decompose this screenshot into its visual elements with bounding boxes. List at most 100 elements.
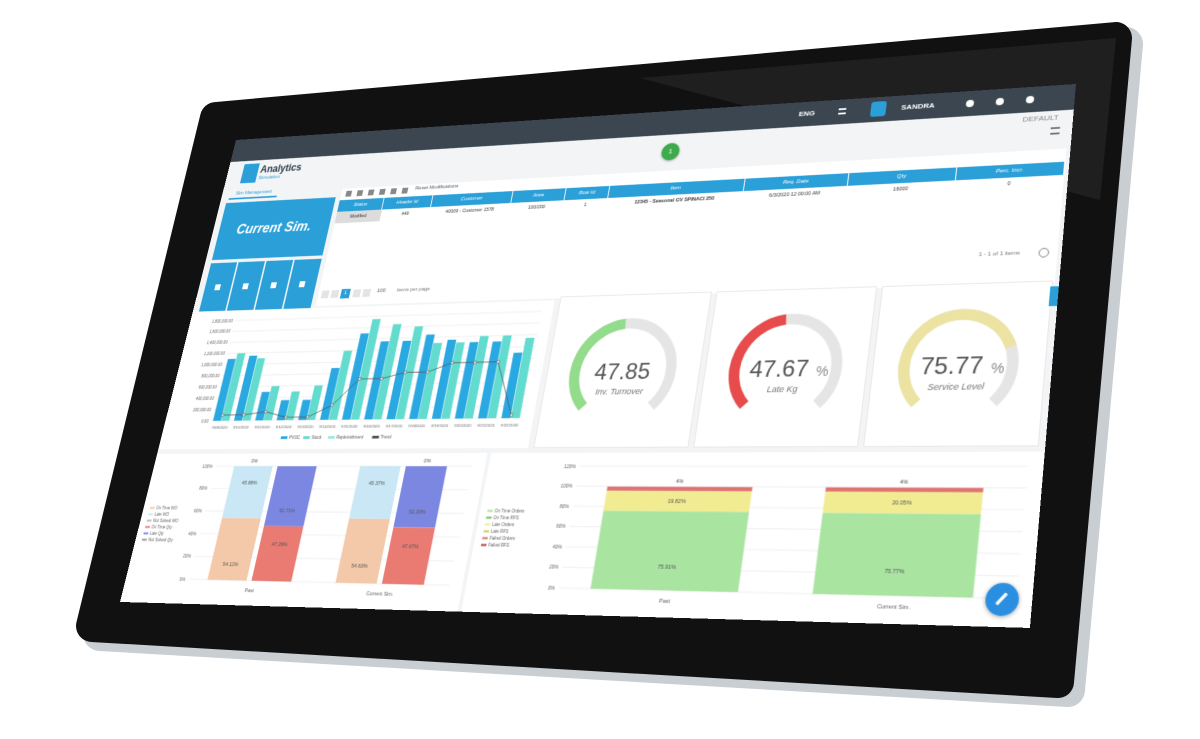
app-subtitle: Simulation bbox=[257, 174, 281, 181]
grid-line bbox=[233, 323, 541, 331]
x-tick-label: Past bbox=[244, 587, 256, 594]
value-label: 4% bbox=[676, 478, 685, 485]
stacked-bar-chart: 0% 20% 40% 60% 80% 100% Past 54.12% 45.88% 0% 47.2… bbox=[141, 458, 488, 597]
value-label: 45.88% bbox=[241, 480, 258, 486]
y-tick-label: 40% bbox=[552, 544, 563, 549]
legend-label: Not Solved Qty bbox=[148, 538, 174, 543]
screen: ENG SANDRA DEFAULT Analytics Simulation Sim M… bbox=[119, 83, 1076, 628]
avatar[interactable] bbox=[869, 100, 888, 117]
legend-label: Failed RFS bbox=[488, 543, 511, 549]
legend-swatch bbox=[143, 532, 149, 535]
value-label: 4% bbox=[900, 478, 910, 485]
legend-label: On Time WO bbox=[156, 506, 179, 511]
value-label: 19.82% bbox=[667, 498, 686, 505]
legend-swatch bbox=[148, 513, 154, 516]
toolbar-icon[interactable] bbox=[378, 188, 386, 195]
gauge-card: 47.67% Late Kg bbox=[693, 286, 878, 448]
gauge-card: 47.85 Inv. Turnover bbox=[533, 291, 712, 449]
y-tick-label: 0% bbox=[179, 577, 187, 582]
trend-point bbox=[510, 414, 513, 417]
action-icon bbox=[270, 282, 278, 289]
table-cell: 449 bbox=[379, 207, 431, 222]
legend-label: Late Orders bbox=[492, 522, 515, 527]
legend-swatch bbox=[371, 435, 380, 439]
value-label: 45.37% bbox=[368, 480, 386, 486]
gauge: 75.77 % Service Level bbox=[864, 282, 1052, 446]
gauge-card: 75.77% Service Level bbox=[863, 280, 1053, 447]
page-size[interactable]: 100 bbox=[376, 288, 386, 294]
x-tick-label: 9/14/2020 bbox=[319, 424, 336, 429]
bar-segment bbox=[207, 517, 261, 581]
y-tick-label: 40% bbox=[188, 531, 198, 536]
x-tick-label: 9/08/2020 bbox=[211, 425, 228, 430]
x-tick-label: 9/15/2020 bbox=[341, 424, 359, 429]
y-tick-label: 80% bbox=[559, 504, 570, 509]
gauge-label: Late Kg bbox=[766, 385, 798, 394]
gauge-number: 47.67 bbox=[748, 356, 810, 383]
gauge-label: Service Level bbox=[927, 383, 985, 393]
legend-swatch bbox=[302, 436, 311, 439]
top-icon[interactable] bbox=[1025, 95, 1035, 104]
bar-segment bbox=[812, 512, 981, 598]
y-tick-label: 0.00 bbox=[201, 419, 209, 424]
y-tick-label: 20% bbox=[549, 565, 560, 571]
toolbar-icon[interactable] bbox=[401, 187, 409, 194]
tab[interactable]: Sim Management bbox=[228, 187, 279, 200]
bar-chart: 0.00 200,000.00 400,000.00 600,000.00 800,00… bbox=[193, 300, 554, 440]
y-tick-label: 60% bbox=[556, 524, 567, 529]
legend-label: Late RFS bbox=[490, 529, 509, 534]
menu-icon[interactable] bbox=[838, 107, 847, 115]
profile[interactable]: DEFAULT bbox=[1022, 113, 1060, 124]
bar-segment bbox=[222, 466, 273, 519]
value-label: 47.29% bbox=[271, 541, 288, 547]
toolbar-icon[interactable] bbox=[390, 188, 398, 195]
value-label: 75.77% bbox=[884, 568, 905, 575]
table-cell: 100/200 bbox=[508, 200, 565, 215]
legend-swatch bbox=[280, 436, 288, 440]
gauge-label: Inv. Turnover bbox=[594, 388, 644, 397]
action-icon bbox=[214, 284, 222, 291]
x-tick-label: 9/12/2020 bbox=[275, 425, 292, 430]
toolbar-icon[interactable] bbox=[367, 189, 375, 196]
x-tick-label: 9/22/2020 bbox=[500, 423, 519, 428]
bar-segment bbox=[590, 510, 750, 593]
value-label: 54.63% bbox=[351, 563, 369, 570]
toolbar-icon[interactable] bbox=[356, 190, 364, 197]
x-tick-label: 9/16/2020 bbox=[363, 424, 381, 429]
x-tick-label: 9/13/2020 bbox=[297, 424, 314, 429]
user-name[interactable]: SANDRA bbox=[900, 101, 936, 112]
top-icon[interactable] bbox=[965, 99, 975, 108]
legend-label: On Time RFS bbox=[493, 515, 520, 520]
value-label: 54.12% bbox=[222, 561, 239, 568]
stacked-bar-chart: 0% 20% 40% 60% 80% 100% 120% Past 75.91% 19.82% 4%… bbox=[480, 464, 1045, 611]
legend-swatch bbox=[484, 523, 491, 526]
current-sim-tile[interactable]: Current Sim. bbox=[211, 197, 336, 261]
language[interactable]: ENG bbox=[798, 109, 816, 119]
legend-swatch bbox=[482, 537, 488, 540]
y-tick-label: 200,000.00 bbox=[193, 407, 212, 412]
y-tick-label: 120% bbox=[564, 464, 577, 469]
top-icon[interactable] bbox=[995, 97, 1005, 106]
legend-swatch bbox=[327, 436, 336, 439]
y-tick-label: 600,000.00 bbox=[198, 385, 217, 390]
bar-segment bbox=[393, 466, 448, 528]
value-label: 20.05% bbox=[892, 499, 913, 506]
legend-label: On Time Orders bbox=[494, 509, 525, 514]
badge[interactable]: 1 bbox=[660, 142, 681, 161]
reset-button[interactable]: Reset Modifications bbox=[414, 183, 459, 192]
legend-swatch bbox=[485, 516, 492, 519]
value-label: 0% bbox=[423, 458, 432, 464]
y-tick-label: 400,000.00 bbox=[195, 396, 214, 401]
legend-swatch bbox=[144, 526, 151, 528]
bar-segment bbox=[381, 527, 436, 585]
options-icon[interactable] bbox=[1050, 126, 1061, 135]
bar-segment bbox=[335, 518, 390, 584]
gauge-unit: % bbox=[815, 364, 830, 380]
legend-swatch bbox=[149, 507, 155, 509]
bar-segment bbox=[349, 466, 401, 519]
toolbar-icon[interactable] bbox=[345, 190, 353, 197]
x-tick-label: 9/10/2020 bbox=[232, 425, 249, 430]
x-tick-label: 9/20/2020 bbox=[454, 423, 472, 428]
value-label: 52.33% bbox=[408, 509, 426, 515]
